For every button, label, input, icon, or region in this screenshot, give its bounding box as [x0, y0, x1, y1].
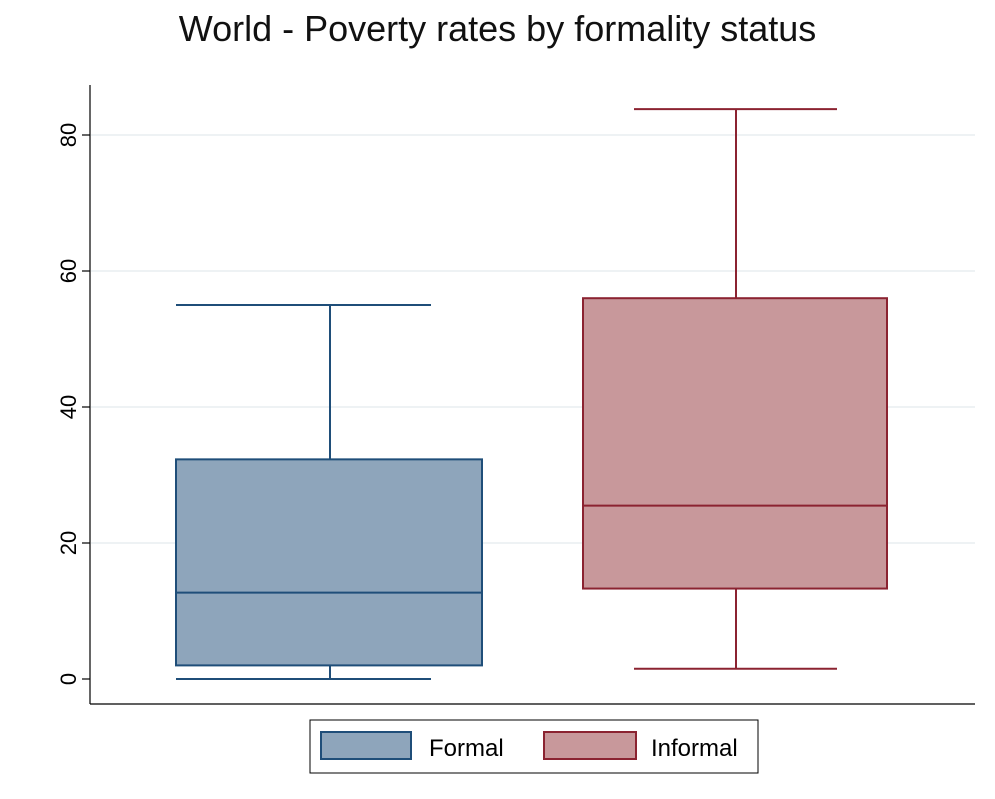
y-tick-label: 0 — [56, 673, 81, 685]
iqr-box — [175, 458, 483, 667]
y-ticks: 0 20 40 60 80 — [56, 123, 90, 685]
legend-swatch-formal — [320, 731, 412, 760]
y-tick-label: 20 — [56, 531, 81, 555]
legend-label-informal: Informal — [651, 735, 738, 762]
y-tick-label: 40 — [56, 395, 81, 419]
box-informal — [582, 108, 888, 670]
legend-swatch-informal — [543, 731, 637, 760]
iqr-box — [582, 297, 888, 590]
legend-label-formal: Formal — [429, 735, 504, 762]
chart-title: World - Poverty rates by formality statu… — [178, 8, 817, 49]
y-tick-label: 60 — [56, 259, 81, 283]
boxes — [175, 108, 888, 680]
legend: Formal Informal — [309, 719, 759, 774]
y-tick-label: 80 — [56, 123, 81, 147]
box-formal — [175, 304, 483, 680]
